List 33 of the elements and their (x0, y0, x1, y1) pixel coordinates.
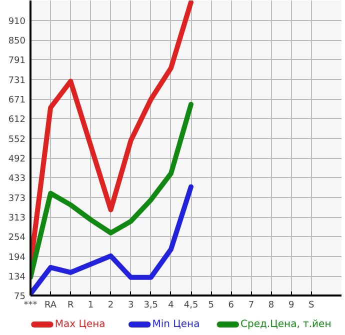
y-tick-label: 254 (8, 233, 26, 243)
y-tick-label: 433 (8, 174, 26, 184)
y-tick-label: 75 (14, 292, 26, 302)
x-tick-label: R (68, 300, 74, 310)
y-tick-label: 850 (8, 36, 26, 47)
x-tick-label: 4,5 (184, 300, 198, 310)
legend-label: Max Цена (54, 319, 106, 330)
x-tick-label: 5 (208, 300, 214, 310)
x-tick-label: 6 (228, 300, 234, 310)
y-tick-label: 492 (8, 154, 26, 165)
y-tick-label: 134 (8, 272, 26, 283)
y-tick-label: 731 (8, 76, 26, 86)
x-tick-label: 8 (268, 300, 274, 310)
y-tick-label: 671 (8, 96, 26, 106)
y-tick-label: 313 (8, 214, 26, 224)
x-tick-label: *** (24, 300, 38, 310)
y-tick-label: 194 (8, 252, 26, 263)
legend-label: Min Цена (152, 319, 200, 330)
y-tick-label: 910 (8, 16, 26, 27)
x-tick-label: 7 (248, 300, 254, 310)
x-tick-label: 9 (288, 300, 294, 310)
x-tick-label: S (308, 300, 315, 310)
y-tick-label: 612 (8, 115, 26, 125)
x-tick-label: 4 (168, 300, 174, 310)
x-tick-label: 1 (88, 300, 94, 310)
y-tick-label: 791 (8, 56, 26, 66)
x-tick-label: 3 (128, 300, 134, 310)
x-tick-label: 2 (108, 300, 114, 310)
y-tick-label: 373 (8, 194, 26, 204)
y-tick-label: 552 (8, 134, 26, 145)
x-tick-label: RA (44, 300, 58, 310)
legend-label: Сред.Цена, т.йен (240, 319, 332, 330)
x-tick-label: 3,5 (144, 300, 158, 310)
